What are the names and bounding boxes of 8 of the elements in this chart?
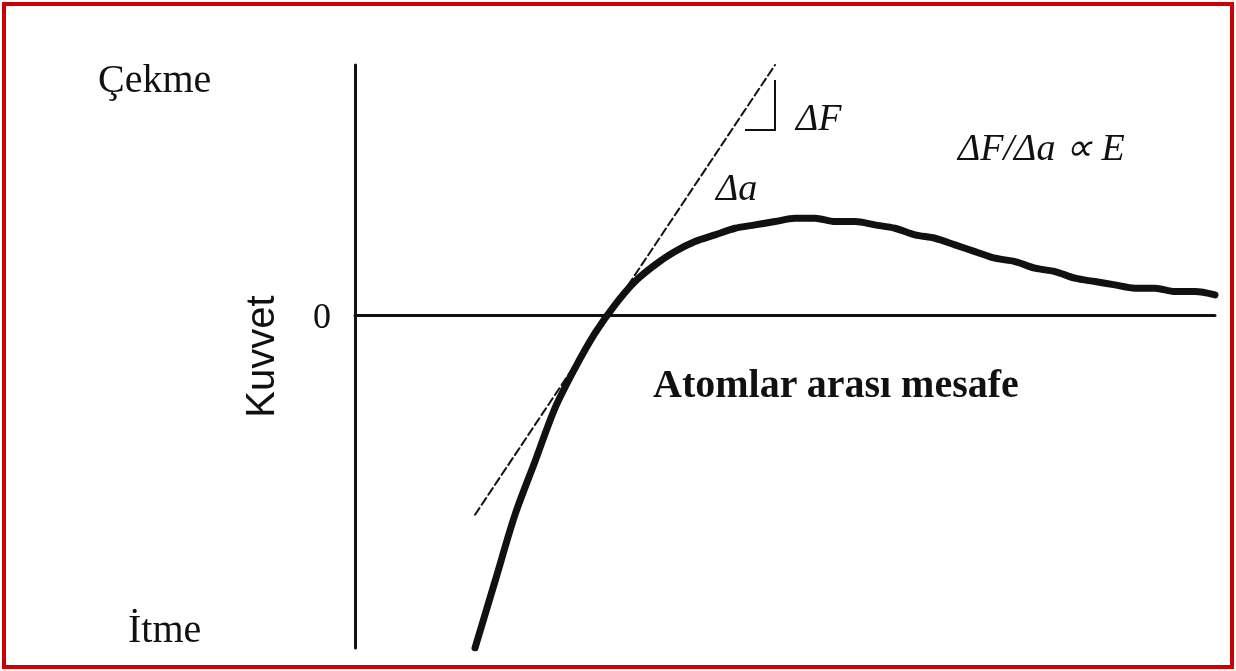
annotation: ΔF [794, 96, 843, 138]
text: İtme [128, 605, 202, 651]
annotation: ΔF/Δa ∝ E [956, 126, 1125, 168]
text: 0 [313, 296, 331, 336]
y-axis-title: Kuvvet [238, 295, 282, 418]
annotation: Δa [714, 166, 758, 208]
text: Çekme [98, 55, 212, 101]
x-axis-title: Atomlar arası mesafe [653, 360, 1019, 406]
